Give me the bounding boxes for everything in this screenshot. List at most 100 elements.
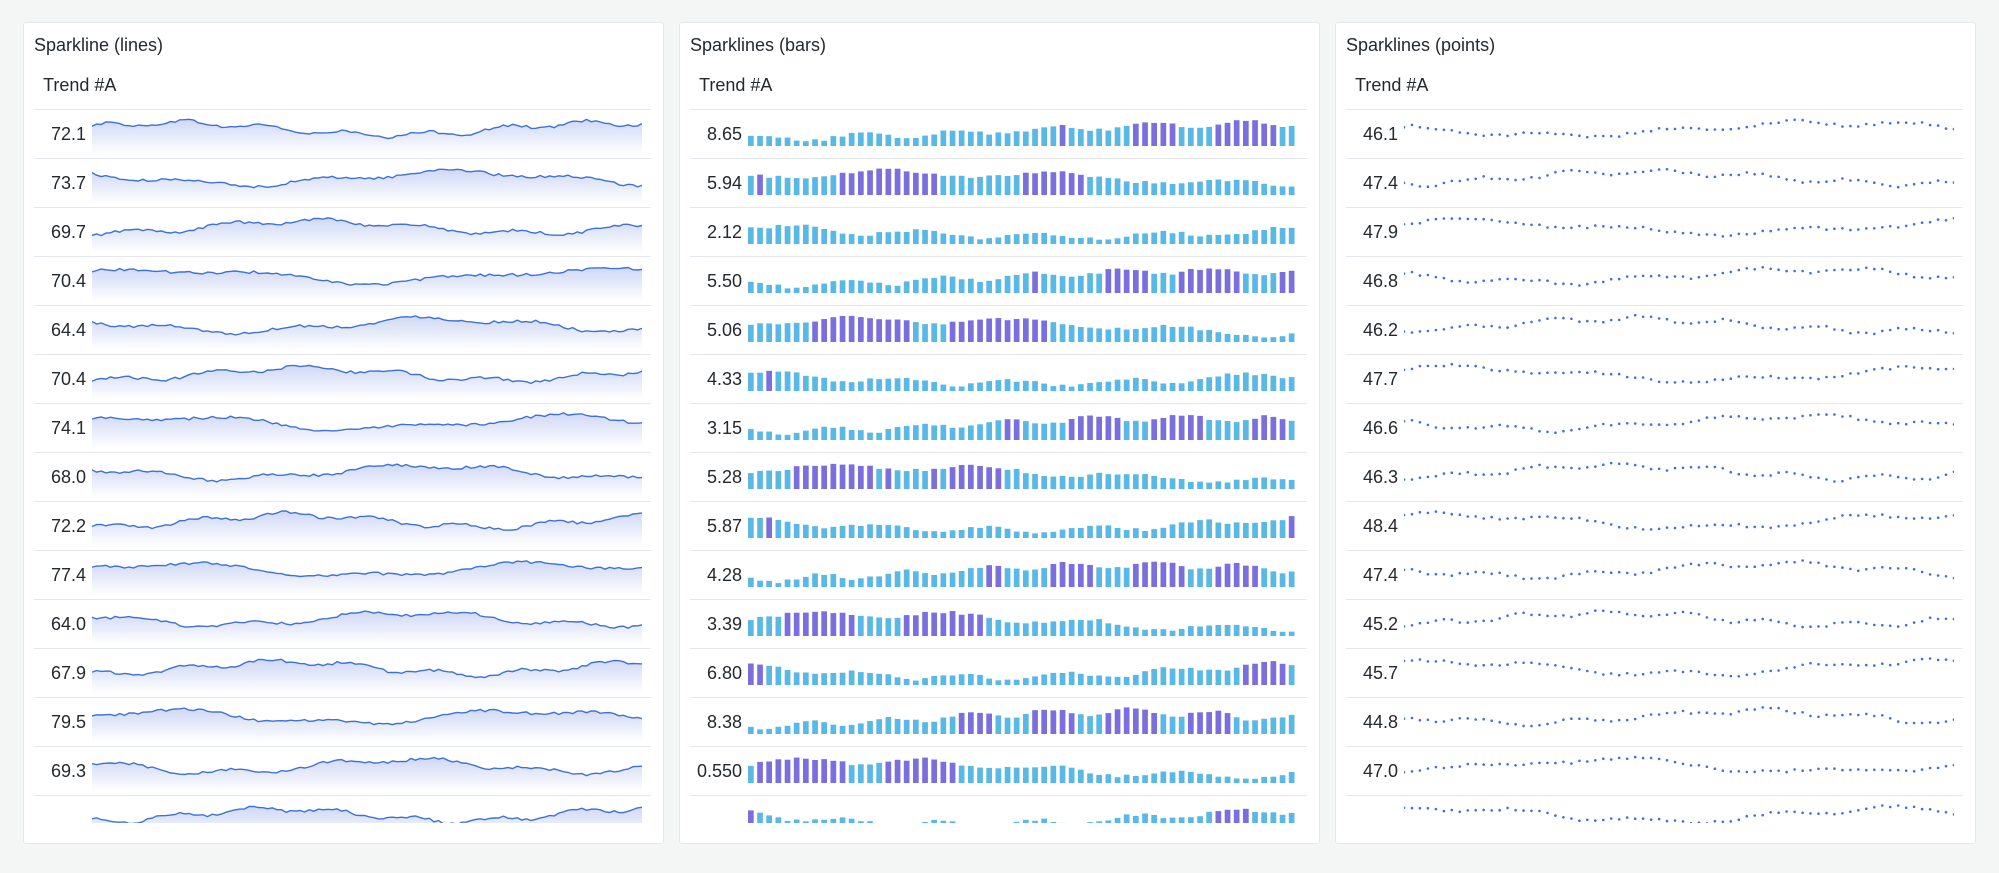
sparkline-point xyxy=(1530,762,1533,765)
panel-sparkline-lines: Sparkline (lines) Trend #A 72.1 73.7 69.7 7… xyxy=(23,22,664,844)
sparkline-bar xyxy=(1197,568,1203,587)
sparkline-bar xyxy=(858,821,864,823)
sparkline-bar xyxy=(766,728,772,734)
sparkline-bar xyxy=(803,524,809,538)
sparkline-bar xyxy=(1243,420,1249,440)
sparkline-point xyxy=(1841,662,1844,666)
sparkline-line xyxy=(92,560,642,578)
sparkline-bar xyxy=(1068,619,1075,636)
sparkline-bar xyxy=(977,131,983,146)
sparkline-point xyxy=(1594,224,1597,227)
sparkline-point xyxy=(1410,659,1414,662)
sparkline-point xyxy=(1410,419,1414,422)
sparkline-point xyxy=(1633,313,1637,317)
sparkline-point xyxy=(1777,175,1780,179)
sparkline-bar xyxy=(1087,716,1093,734)
sparkline-point xyxy=(1888,270,1892,274)
sparkline-bar xyxy=(1013,622,1020,636)
sparkline-point xyxy=(1554,465,1557,469)
sparkline-bar xyxy=(949,321,956,342)
sparkline-point xyxy=(1617,673,1621,677)
sparkline-point xyxy=(1721,378,1725,381)
column-header-trend-a[interactable]: Trend #A xyxy=(43,75,117,95)
sparkline-bar xyxy=(1123,269,1130,293)
sparkline-point xyxy=(1729,127,1733,131)
trend-value: 70.4 xyxy=(50,271,86,291)
sparkline-bar xyxy=(1105,329,1112,342)
sparkline-point xyxy=(1442,617,1446,621)
column-header-trend-a[interactable]: Trend #A xyxy=(699,75,773,95)
sparkline-point xyxy=(1849,124,1852,128)
sparkline-point xyxy=(1673,169,1677,172)
sparkline-point xyxy=(1705,233,1709,236)
sparkline-bar xyxy=(1288,772,1295,783)
sparkline-point xyxy=(1936,617,1940,621)
sparkline-point xyxy=(1777,706,1780,710)
sparkline-point xyxy=(1466,178,1470,181)
sparkline-point xyxy=(1681,709,1685,713)
sparkline-point xyxy=(1530,724,1533,728)
sparkline-point xyxy=(1673,526,1677,530)
sparkline-point xyxy=(1904,184,1908,187)
sparkline-point xyxy=(1841,621,1844,624)
sparkline-point xyxy=(1450,279,1454,283)
column-header-trend-a[interactable]: Trend #A xyxy=(1355,75,1429,95)
sparkline-bar xyxy=(1233,422,1240,440)
sparkline-point xyxy=(1825,767,1828,770)
sparkline-bar xyxy=(1270,812,1277,823)
sparkline-point xyxy=(1833,328,1836,331)
sparkline-point xyxy=(1609,720,1613,723)
sparkline-point xyxy=(1530,427,1533,430)
sparkline-point xyxy=(1649,169,1653,172)
panel-title[interactable]: Sparklines (points) xyxy=(1346,35,1496,55)
sparkline-bar xyxy=(1197,520,1203,538)
sparkline-point xyxy=(1562,718,1565,721)
sparkline-bar xyxy=(1270,630,1277,636)
sparkline-bar xyxy=(830,760,837,783)
sparkline-bar xyxy=(903,171,910,195)
sparkline-point xyxy=(1609,817,1613,820)
sparkline-point xyxy=(1506,277,1509,281)
sparkline-point xyxy=(1761,813,1764,817)
sparkline-bar xyxy=(968,383,974,391)
sparkline-point xyxy=(1761,326,1764,330)
sparkline-bar xyxy=(812,819,818,823)
sparkline-bar xyxy=(949,427,956,440)
sparkline-bar xyxy=(995,132,1002,146)
sparkline-point xyxy=(1490,572,1493,576)
sparkline-point xyxy=(1777,471,1780,474)
sparkline-bar xyxy=(1068,325,1075,342)
sparkline-point xyxy=(1936,328,1940,332)
panel-title[interactable]: Sparklines (bars) xyxy=(690,35,827,55)
sparkline-point xyxy=(1522,321,1525,325)
sparkline-point xyxy=(1849,567,1852,571)
sparkline-bar xyxy=(1215,420,1222,440)
sparkline-bar xyxy=(848,315,855,342)
sparkline-point xyxy=(1912,182,1916,186)
sparkline-point xyxy=(1482,571,1485,574)
sparkline-point xyxy=(1490,133,1493,136)
sparkline-bar xyxy=(793,757,800,783)
sparkline-point xyxy=(1761,706,1764,709)
sparkline-point xyxy=(1514,661,1517,664)
sparkline-point xyxy=(1681,321,1685,325)
panel-title[interactable]: Sparkline (lines) xyxy=(34,35,164,55)
sparkline-bar xyxy=(858,465,864,489)
sparkline-bar xyxy=(784,434,791,440)
sparkline-bar xyxy=(903,232,910,244)
sparkline-point xyxy=(1625,275,1629,278)
sparkline-point xyxy=(1944,658,1948,661)
sparkline-bar xyxy=(1050,172,1057,195)
sparkline-point xyxy=(1586,371,1589,374)
sparkline-bars xyxy=(748,561,1295,587)
sparkline-point xyxy=(1873,181,1876,184)
sparkline-point xyxy=(1498,133,1501,136)
sparkline-point xyxy=(1689,465,1693,469)
sparkline-point xyxy=(1896,625,1900,628)
sparkline-bars xyxy=(748,611,1295,636)
sparkline-bar xyxy=(793,178,800,195)
sparkline-point xyxy=(1498,177,1501,181)
sparkline-bar xyxy=(885,168,892,195)
sparkline-point xyxy=(1490,663,1493,666)
sparkline-point xyxy=(1761,617,1764,621)
